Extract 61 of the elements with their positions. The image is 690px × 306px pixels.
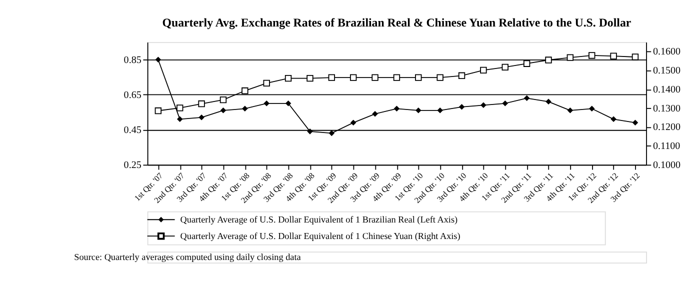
point	[372, 111, 378, 117]
point	[437, 108, 443, 114]
point	[524, 95, 530, 102]
y-tick-label: 0.65	[124, 90, 142, 101]
point	[546, 98, 552, 105]
point	[588, 52, 596, 59]
point	[155, 56, 162, 62]
point	[415, 108, 422, 114]
point	[545, 56, 552, 64]
point	[198, 114, 204, 120]
y2-tick-label: 0.1000	[652, 160, 681, 171]
point	[372, 74, 378, 81]
point	[458, 72, 466, 80]
point	[610, 116, 616, 122]
point	[328, 74, 336, 81]
point	[632, 120, 638, 126]
point	[242, 106, 248, 112]
point	[588, 106, 595, 112]
point	[350, 74, 357, 81]
point	[523, 60, 530, 67]
point	[198, 100, 205, 108]
point	[458, 104, 465, 110]
point	[242, 87, 248, 94]
y-tick-label: 0.25	[124, 160, 142, 171]
y2-tick-label: 0.1300	[652, 103, 681, 114]
source-note: Source: Quarterly averages computed using daily closing data	[74, 252, 301, 262]
y-tick-label: 0.45	[124, 124, 142, 136]
point	[610, 52, 617, 60]
point	[393, 74, 400, 81]
chart-title: Quarterly Avg. Exchange Rates of Brazilian Real & Chinese Yuan Relative to the U.S. Dollar	[162, 16, 632, 30]
legend-label: Quarterly Average of U.S. Dollar Equivalent of 1 Brazilian Real (Left Axis)	[180, 214, 458, 224]
point	[220, 108, 226, 114]
point	[436, 74, 444, 81]
point	[502, 100, 508, 106]
y2-tick-label: 0.1400	[652, 84, 681, 96]
y2-tick-label: 0.1200	[652, 122, 681, 134]
legend-label: Quarterly Average of U.S. Dollar Equivalent of 1 Chinese Yuan (Right Axis)	[180, 230, 460, 241]
point	[480, 102, 486, 108]
y-tick-label: 0.85	[124, 54, 142, 66]
point	[154, 107, 162, 114]
point	[285, 100, 292, 106]
point	[264, 100, 270, 106]
y2-tick-label: 0.1600	[652, 46, 681, 58]
point	[566, 54, 574, 61]
point	[307, 128, 313, 134]
point	[502, 64, 508, 71]
point	[394, 106, 400, 112]
point	[306, 74, 314, 82]
point	[176, 104, 184, 112]
point	[263, 80, 270, 87]
point	[350, 120, 356, 126]
y2-tick-label: 0.1500	[652, 66, 681, 77]
point	[284, 74, 292, 82]
y2-tick-label: 0.1100	[652, 141, 680, 152]
point	[220, 96, 227, 104]
point	[632, 54, 639, 60]
point	[480, 66, 487, 74]
point	[176, 116, 183, 122]
point	[415, 74, 422, 81]
point	[567, 108, 574, 114]
point	[328, 130, 335, 136]
